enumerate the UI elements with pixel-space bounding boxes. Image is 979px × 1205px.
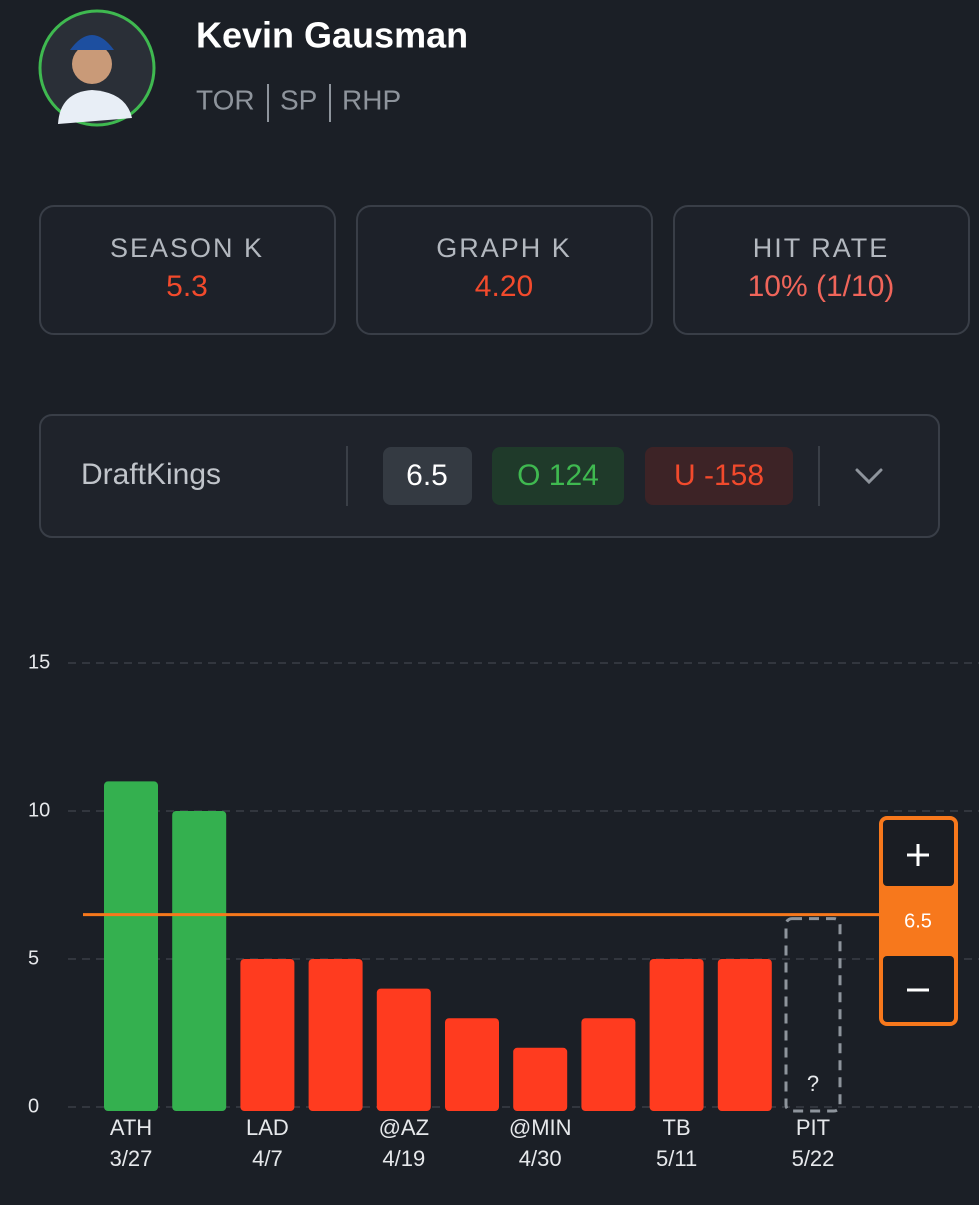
x-tick-date: 5/11	[656, 1146, 697, 1171]
y-tick-label: 5	[28, 947, 39, 969]
line-control: 6.5	[879, 816, 958, 1026]
avatar-cap	[70, 35, 114, 50]
y-tick-label: 0	[28, 1095, 39, 1117]
bar	[376, 988, 431, 1111]
bar	[717, 959, 772, 1111]
team-tag: TOR	[196, 84, 255, 115]
bar	[581, 1018, 636, 1111]
chart: 0 5 10 15 ATH 3/27 LAD 4/7 @AZ 4/19 @MIN 4/30 TB 5/11…	[28, 651, 979, 1171]
stat-card	[673, 205, 970, 335]
bar	[172, 811, 227, 1111]
x-tick-date: 5/22	[792, 1146, 835, 1171]
x-tick-label: @MIN	[509, 1115, 572, 1140]
bar	[240, 959, 295, 1111]
x-tick-label: @AZ	[379, 1115, 429, 1140]
pending-label: ?	[807, 1071, 819, 1096]
x-tick-date: 3/27	[110, 1146, 153, 1171]
stat-value: 10% (1/10)	[748, 270, 895, 303]
under-chip-text: U -158	[674, 459, 764, 492]
bar	[104, 781, 158, 1111]
over-chip-text: O 124	[517, 459, 599, 492]
line-chip-text: 6.5	[406, 459, 448, 492]
hand-tag: RHP	[342, 84, 401, 115]
pending-bar	[784, 917, 842, 1113]
line-value: 6.5	[904, 910, 932, 932]
x-tick-label: ATH	[110, 1115, 152, 1140]
stat-card	[39, 205, 336, 335]
x-tick-date: 4/30	[519, 1146, 562, 1171]
line-chip	[383, 447, 472, 505]
stat-value: 4.20	[475, 270, 533, 303]
dropdown-chevron[interactable]	[855, 468, 883, 485]
stat-value: 5.3	[166, 270, 208, 303]
x-tick-date: 4/7	[252, 1146, 283, 1171]
x-tick-label: LAD	[246, 1115, 289, 1140]
bar	[649, 959, 704, 1111]
stat-label: GRAPH K	[436, 233, 572, 263]
y-tick-label: 15	[28, 651, 50, 673]
sportsbook[interactable]: DraftKings	[81, 458, 221, 491]
player-name: Kevin Gausman	[196, 15, 468, 56]
stat-card	[356, 205, 653, 335]
avatar-jersey	[58, 90, 132, 124]
under-chip[interactable]	[645, 447, 793, 505]
stat-label: SEASON K	[110, 233, 264, 263]
avatar-face	[72, 44, 112, 84]
over-chip[interactable]	[492, 447, 624, 505]
x-tick-date: 4/19	[382, 1146, 425, 1171]
x-tick-label: TB	[663, 1115, 691, 1140]
y-tick-label: 10	[28, 799, 50, 821]
bar	[308, 959, 363, 1111]
x-tick-label: PIT	[796, 1115, 830, 1140]
bar	[513, 1047, 568, 1111]
odds-panel	[39, 414, 940, 538]
stat-label: HIT RATE	[753, 233, 890, 263]
bar	[445, 1018, 499, 1111]
position-tag: SP	[280, 84, 317, 115]
